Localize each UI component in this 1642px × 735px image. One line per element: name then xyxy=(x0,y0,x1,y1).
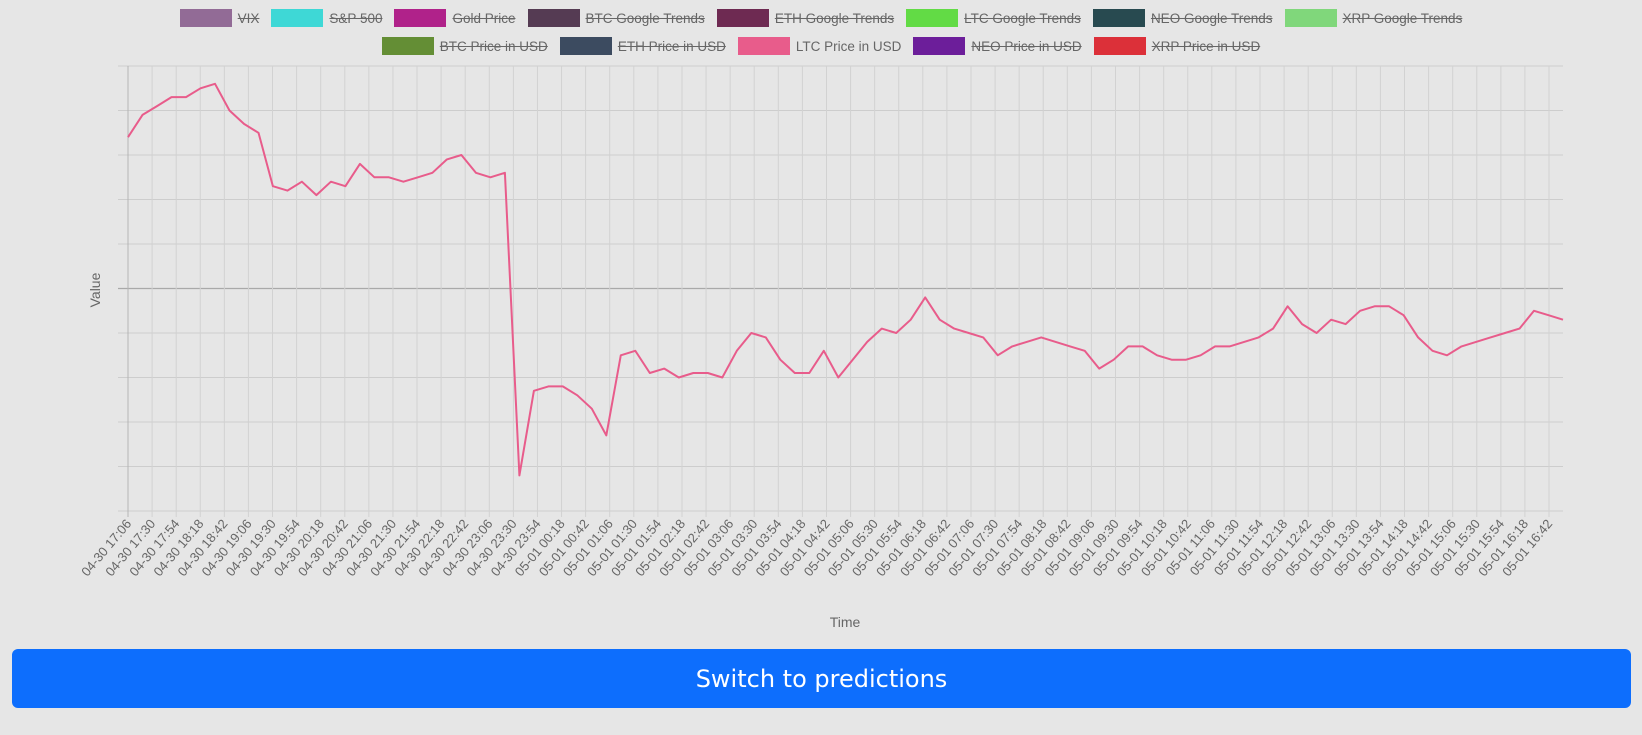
legend-label: BTC Google Trends xyxy=(585,10,705,26)
legend-label: LTC Google Trends xyxy=(964,10,1081,26)
legend-swatch xyxy=(737,37,790,55)
legend-item-gold-price[interactable]: Gold Price xyxy=(394,9,516,27)
legend-item-xrp-price[interactable]: XRP Price in USD xyxy=(1093,37,1261,55)
legend-label: NEO Google Trends xyxy=(1150,10,1273,26)
legend-item-sp500[interactable]: S&P 500 xyxy=(271,9,382,27)
legend-swatch xyxy=(559,37,612,55)
chart-series-layer xyxy=(127,82,1564,477)
legend-swatch xyxy=(906,9,959,27)
legend-swatch xyxy=(1284,9,1337,27)
legend-label: ETH Google Trends xyxy=(774,10,895,26)
legend-item-neo-price[interactable]: NEO Price in USD xyxy=(913,37,1082,55)
legend-swatch xyxy=(527,9,580,27)
legend-label: S&P 500 xyxy=(329,10,383,26)
legend-item-neo-google-trends[interactable]: NEO Google Trends xyxy=(1092,9,1273,27)
legend-swatch xyxy=(271,9,324,27)
legend-swatch xyxy=(381,37,434,55)
legend-item-btc-google-trends[interactable]: BTC Google Trends xyxy=(527,9,705,27)
legend-swatch xyxy=(394,9,447,27)
x-axis-title: Time xyxy=(830,614,861,630)
legend-label: NEO Price in USD xyxy=(971,38,1082,54)
legend-item-vix[interactable]: VIX xyxy=(179,9,260,27)
switch-to-predictions-button[interactable]: Switch to predictions xyxy=(12,649,1631,708)
legend-item-eth-google-trends[interactable]: ETH Google Trends xyxy=(716,9,895,27)
legend-label: Gold Price xyxy=(452,10,516,26)
legend-label: XRP Price in USD xyxy=(1151,38,1261,54)
series-line-ltc-price xyxy=(127,82,1564,477)
legend-item-ltc-google-trends[interactable]: LTC Google Trends xyxy=(906,9,1081,27)
legend-item-ltc-price[interactable]: LTC Price in USD xyxy=(737,37,902,55)
chart-grid xyxy=(118,65,1563,517)
legend-item-eth-price[interactable]: ETH Price in USD xyxy=(559,37,726,55)
legend-swatch xyxy=(913,37,966,55)
legend-swatch xyxy=(179,9,232,27)
legend-swatch xyxy=(1093,37,1146,55)
legend-label: BTC Price in USD xyxy=(439,38,548,54)
legend-item-btc-price[interactable]: BTC Price in USD xyxy=(381,37,548,55)
legend-label: LTC Price in USD xyxy=(795,38,902,54)
legend-label: ETH Price in USD xyxy=(617,38,726,54)
legend-item-xrp-google-trends[interactable]: XRP Google Trends xyxy=(1284,9,1463,27)
y-axis-title: Value xyxy=(87,272,103,307)
legend-row-2: BTC Price in USD ETH Price in USD LTC Pr… xyxy=(0,37,1642,55)
legend-label: XRP Google Trends xyxy=(1342,10,1463,26)
legend-label: VIX xyxy=(237,10,260,26)
legend-swatch xyxy=(716,9,769,27)
legend-swatch xyxy=(1092,9,1145,27)
legend-row-1: VIX S&P 500 Gold Price BTC Google Trends… xyxy=(0,9,1642,27)
